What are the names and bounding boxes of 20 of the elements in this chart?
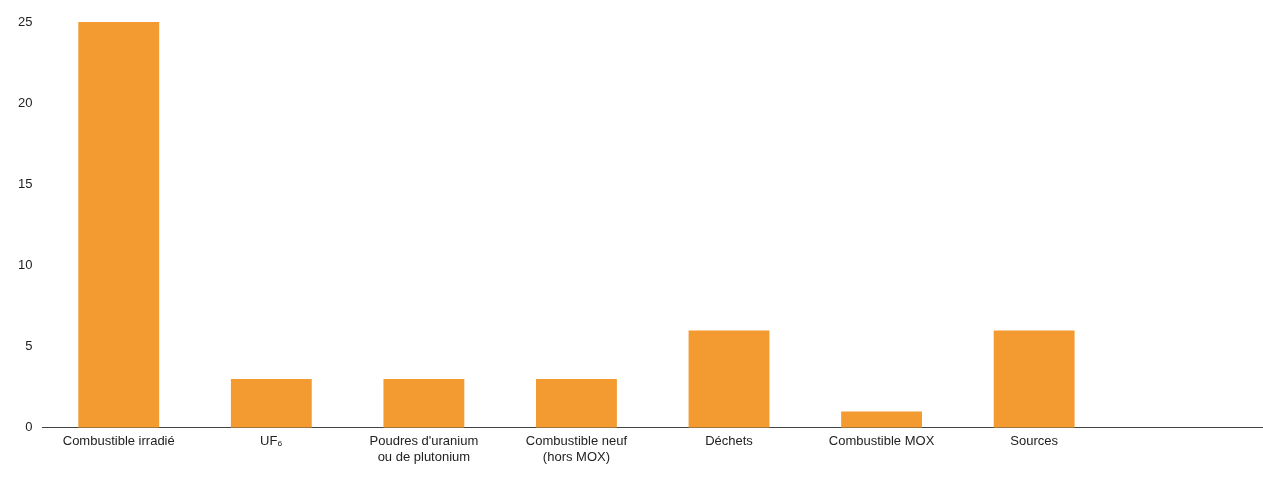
- bar: [688, 330, 770, 428]
- y-tick-label: 5: [25, 338, 33, 354]
- bar: [383, 379, 465, 428]
- bar: [841, 411, 923, 428]
- x-tick-label: Combustible irradié: [62, 433, 175, 449]
- bar: [78, 22, 160, 428]
- y-tick-label: 20: [17, 94, 33, 110]
- y-tick-label: 10: [17, 257, 33, 273]
- bar: [536, 379, 617, 428]
- bar: [230, 379, 312, 428]
- x-tick-label: Déchets: [705, 433, 754, 449]
- y-tick-label: 25: [17, 13, 33, 29]
- y-tick-label: 0: [25, 419, 33, 435]
- x-tick-label: Combustible MOX: [828, 433, 935, 449]
- x-tick-label: UF₆: [260, 433, 283, 449]
- x-tick-label: Combustible neuf (hors MOX): [525, 433, 628, 464]
- y-tick-label: 15: [17, 175, 33, 191]
- x-tick-label: Sources: [1010, 433, 1059, 449]
- bar: [993, 330, 1075, 428]
- x-tick-label: Poudres d'uranium ou de plutonium: [369, 433, 479, 464]
